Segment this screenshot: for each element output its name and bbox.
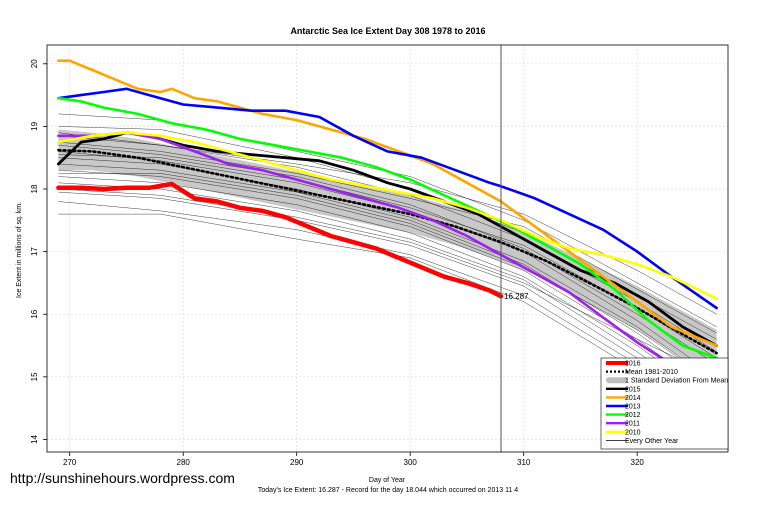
- x-axis-label: Day of Year: [369, 477, 406, 484]
- series-line-2012: [57, 96, 718, 360]
- every-other-year-line: [58, 176, 717, 403]
- chart-footer: Today's Ice Extent: 16.287 - Record for …: [258, 487, 518, 494]
- series-line-2014: [57, 59, 718, 347]
- x-axis-ticks: 270 280 290 300 310 320: [63, 452, 644, 467]
- legend-label: 2010: [625, 429, 641, 436]
- y-tick-label: 17: [30, 247, 39, 256]
- legend-label: 2014: [625, 395, 641, 402]
- legend-box: [600, 357, 729, 450]
- every-other-year-line: [58, 182, 717, 409]
- series-line-mean-1981-2010: [57, 148, 718, 355]
- every-other-year-line: [58, 188, 717, 378]
- y-axis-label: Ice Extent in millions of sq. km.: [16, 202, 23, 298]
- legend-swatch-band: [606, 377, 628, 384]
- chart-title: Antarctic Sea Ice Extent Day 308 1978 to…: [290, 26, 485, 36]
- every-other-year-line: [58, 132, 717, 315]
- every-other-year-line: [58, 163, 717, 390]
- legend-label: 2011: [625, 421, 640, 428]
- x-tick-label: 270: [63, 458, 77, 467]
- x-tick-label: 290: [290, 458, 304, 467]
- y-tick-label: 16: [30, 309, 39, 318]
- watermark-url: http://sunshinehours.wordpress.com: [10, 470, 235, 486]
- y-tick-label: 15: [30, 372, 39, 381]
- std-dev-band: [58, 129, 717, 377]
- legend-label: Every Other Year: [625, 438, 679, 445]
- series-line-2011: [57, 131, 718, 382]
- y-tick-label: 18: [30, 184, 39, 193]
- plot-frame: [46, 44, 729, 453]
- series-line-2016: [56, 181, 504, 299]
- y-tick-label: 20: [30, 59, 39, 68]
- x-tick-label: 280: [177, 458, 191, 467]
- std-dev-band-area: [58, 129, 717, 377]
- y-tick-label: 14: [30, 435, 39, 444]
- y-axis-ticks: 14 15 16 17 18 19 20: [30, 59, 47, 444]
- highlighted-series-lines: [56, 59, 718, 382]
- series-line-2013: [57, 87, 718, 310]
- current-value-annotation: 16.287: [504, 292, 529, 301]
- every-other-year-line: [58, 173, 717, 384]
- legend-label: 2016: [625, 361, 641, 368]
- series-line-2010: [57, 131, 718, 300]
- every-other-year-line: [58, 141, 717, 334]
- x-tick-label: 320: [631, 458, 645, 467]
- x-tick-label: 310: [517, 458, 531, 467]
- every-other-year-line: [58, 157, 717, 384]
- legend-label: 2015: [625, 386, 641, 393]
- legend-label: Mean 1981-2010: [625, 369, 678, 376]
- y-tick-label: 19: [30, 121, 39, 130]
- x-tick-label: 300: [404, 458, 418, 467]
- legend-label: 2012: [625, 412, 641, 419]
- legend-label: 2013: [625, 404, 641, 411]
- legend-label: 1 Standard Deviation From Mean: [625, 378, 728, 385]
- every-other-year-line: [58, 144, 717, 365]
